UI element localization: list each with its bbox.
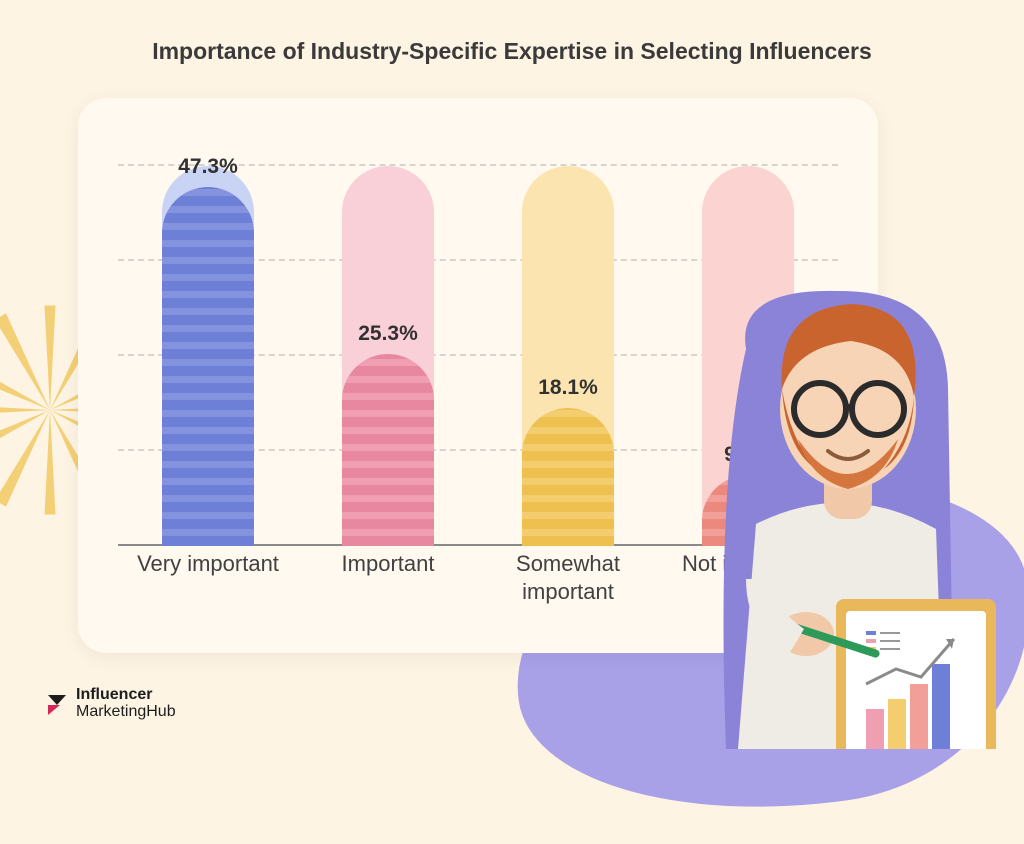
category-label: Important <box>298 550 478 630</box>
bar-column: 25.3% <box>298 116 478 546</box>
chart-title: Importance of Industry-Specific Expertis… <box>0 38 1024 65</box>
bar-value-label: 25.3% <box>323 322 453 346</box>
logo-line1: Influencer <box>76 687 176 704</box>
bar-value-label: 47.3% <box>143 155 273 179</box>
category-label: Somewhat important <box>478 550 658 630</box>
person-illustration <box>686 279 1006 749</box>
bar-fill <box>342 354 434 546</box>
category-label: Very important <box>118 550 298 630</box>
bar-fill <box>162 187 254 546</box>
logo-text: Influencer MarketingHub <box>76 687 176 721</box>
logo-mark-icon <box>46 693 68 715</box>
brand-logo: Influencer MarketingHub <box>46 687 176 721</box>
bar-column: 18.1% <box>478 116 658 546</box>
logo-line2: MarketingHub <box>76 704 176 721</box>
bar-column: 47.3% <box>118 116 298 546</box>
bar-fill <box>522 408 614 546</box>
bar-value-label: 18.1% <box>503 376 633 400</box>
